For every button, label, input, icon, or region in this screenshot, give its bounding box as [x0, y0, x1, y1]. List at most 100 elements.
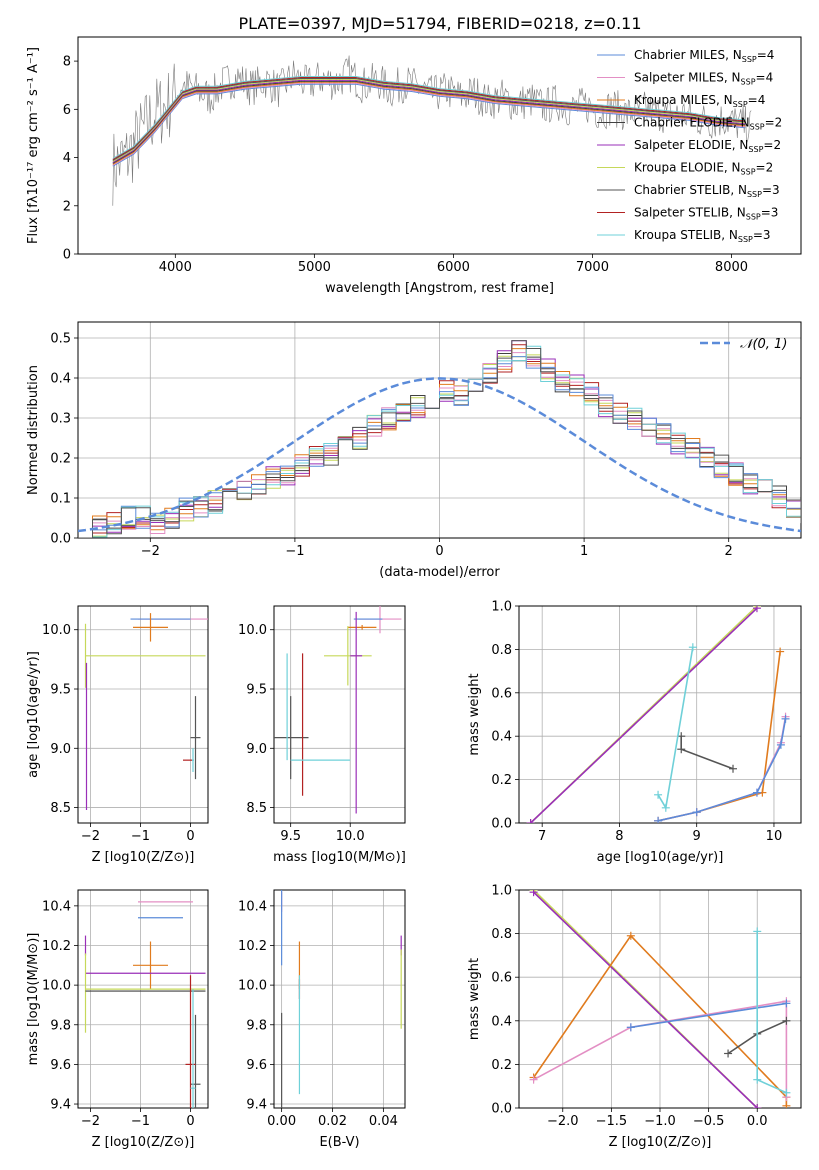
y-axis-label: mass weight: [467, 673, 482, 755]
x-axis-label: Z [log10(Z/Z⊙)]: [92, 1135, 195, 1150]
x-tick-label: −1: [131, 1114, 150, 1129]
axes-frame: [518, 889, 802, 1109]
x-tick-label: 1: [580, 544, 588, 559]
x-axis-label: age [log10(age/yr)]: [597, 850, 724, 865]
histogram-step: [78, 345, 801, 538]
axes-frame: [77, 605, 209, 824]
y-tick-label: 9.8: [246, 1018, 267, 1033]
model-spectrum-line: [112, 79, 746, 163]
y-tick-label: 0.6: [491, 686, 512, 701]
panel-spectrum: 4000 5000 6000 7000 8000 0 2 4 6 8 wavelength [Ang…: [26, 36, 802, 296]
y-tick-label: 0.0: [491, 817, 512, 832]
plot-area-weight_vs_Z: [529, 890, 791, 1108]
x-tick-label: −2: [81, 829, 100, 844]
y-tick-label: 10.4: [42, 899, 71, 914]
y-tick-label: 10.4: [238, 899, 267, 914]
legend-entry: Chabrier ELODIE, NSSP=2: [634, 116, 782, 132]
x-tick-label: −1.5: [596, 1114, 628, 1129]
y-tick-label: 9.5: [246, 683, 267, 698]
y-tick-label: 0.4: [491, 1014, 512, 1029]
x-axis-label: Z [log10(Z/Z⊙)]: [609, 1135, 712, 1150]
plot-area-residuals: [78, 340, 801, 538]
x-axis-label: mass [log10(M/M⊙)]: [273, 850, 406, 865]
legend-entry: Kroupa MILES, NSSP=4: [634, 93, 765, 109]
y-tick-label: 8: [63, 55, 71, 70]
y-tick-label: 9.6: [246, 1058, 267, 1073]
weight-line: [657, 647, 694, 811]
plot-area-mass_vs_Z: [84, 901, 206, 1108]
y-tick-label: 10.2: [42, 939, 71, 954]
figure-title: PLATE=0397, MJD=51794, FIBERID=0218, z=0…: [238, 14, 641, 33]
y-tick-label: 2: [63, 199, 71, 214]
histogram-step: [78, 340, 801, 538]
histogram-step: [78, 354, 801, 538]
legend-entry: Chabrier MILES, NSSP=4: [634, 48, 774, 64]
x-tick-label: −1.0: [644, 1114, 676, 1129]
x-tick-label: 4000: [159, 260, 192, 275]
weight-line: [756, 931, 787, 1094]
y-tick-label: 0.8: [491, 643, 512, 658]
y-axis-label: Flux [fλ10⁻¹⁷ erg cm⁻² s⁻¹ A⁻¹]: [26, 47, 41, 244]
weight-line: [530, 607, 758, 823]
legend-entry: Salpeter MILES, NSSP=4: [634, 71, 773, 87]
histogram-step: [78, 348, 801, 538]
y-tick-label: 1.0: [491, 600, 512, 615]
plot-area-weight_vs_age: [526, 606, 790, 823]
axes-frame: [518, 605, 802, 824]
y-axis-label: mass weight: [467, 958, 482, 1040]
y-tick-label: 8.5: [50, 801, 71, 816]
model-spectrum-line: [112, 83, 746, 167]
x-tick-label: 0.02: [318, 1114, 347, 1129]
y-tick-label: 0.2: [50, 452, 71, 467]
x-tick-label: 9: [693, 829, 701, 844]
x-tick-label: 0.04: [369, 1114, 398, 1129]
y-tick-label: 1.0: [491, 884, 512, 899]
y-tick-label: 0: [63, 248, 71, 263]
y-tick-label: 10.0: [238, 979, 267, 994]
x-tick-label: 6000: [437, 260, 470, 275]
y-axis-label: mass [log10(M/M⊙)]: [26, 933, 41, 1066]
y-tick-label: 9.0: [50, 742, 71, 757]
y-axis-label: Normed distribution: [26, 365, 41, 495]
legend-entry: Salpeter ELODIE, NSSP=2: [634, 138, 781, 154]
weight-line: [630, 1002, 787, 1029]
x-tick-label: 7000: [576, 260, 609, 275]
y-tick-label: 9.4: [246, 1098, 267, 1113]
x-tick-label: 0: [435, 544, 443, 559]
panel-mass_vs_ebv: 0.00 0.02 0.04 9.4 9.6 9.8 10.0 10.2 10.4 E(B-V): [238, 889, 406, 1150]
axes-frame: [77, 889, 209, 1109]
panel-age_vs_Z: −2 −1 0 8.5 9.0 9.5 10.0 Z [log10(Z/Z⊙)] age [lo…: [26, 605, 209, 865]
legend-entry: Kroupa ELODIE, NSSP=2: [634, 161, 773, 177]
x-tick-label: 10.0: [336, 829, 365, 844]
y-tick-label: 10.0: [42, 623, 71, 638]
weight-line: [533, 1000, 788, 1098]
y-tick-label: 10.0: [238, 623, 267, 638]
axes-frame: [77, 321, 802, 539]
histogram-step: [78, 356, 801, 538]
x-tick-label: −1: [285, 544, 304, 559]
x-tick-label: 2: [725, 544, 733, 559]
panel-residuals: −2 −1 0 1 2 0.0 0.1 0.2 0.3 0.4 0.5 (data-model)/er…: [26, 321, 802, 580]
y-tick-label: 0.4: [50, 372, 71, 387]
plot-area-spectrum: [112, 55, 752, 206]
y-tick-label: 8.5: [246, 801, 267, 816]
model-spectrum-line: [112, 82, 746, 166]
histogram-step: [78, 352, 801, 538]
x-tick-label: −2: [141, 544, 160, 559]
axes-frame: [273, 889, 406, 1109]
y-tick-label: 0.3: [50, 412, 71, 427]
x-tick-label: 5000: [298, 260, 331, 275]
x-axis-label: Z [log10(Z/Z⊙)]: [92, 850, 195, 865]
panel-mass_vs_Z: −2 −1 0 9.4 9.6 9.8 10.0 10.2 10.4 Z [log10(Z/Z⊙)…: [26, 889, 209, 1150]
y-tick-label: 0.1: [50, 492, 71, 507]
x-axis-label: (data-model)/error: [379, 565, 500, 580]
x-tick-label: 8000: [715, 260, 748, 275]
plot-area-age_vs_Z: [84, 613, 208, 810]
weight-line: [532, 934, 788, 1106]
legend-entry: Chabrier STELIB, NSSP=3: [634, 183, 780, 199]
y-tick-label: 0.5: [50, 332, 71, 347]
y-tick-label: 4: [63, 151, 71, 166]
y-tick-label: 0.0: [491, 1102, 512, 1117]
histogram-step: [78, 344, 801, 538]
